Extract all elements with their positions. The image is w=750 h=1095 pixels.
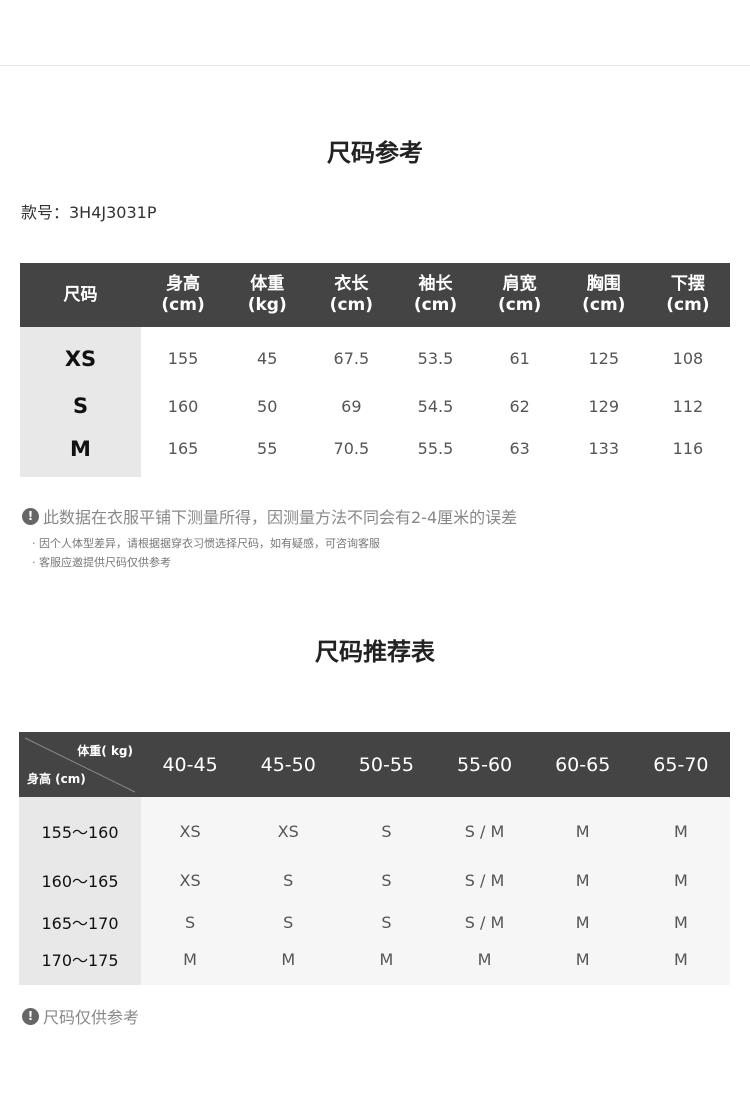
table-cell: 63 xyxy=(509,439,530,458)
table-row: XS 155 45 67.5 53.5 61 125 108 xyxy=(20,327,730,384)
weight-header: 50-55 xyxy=(337,732,436,797)
size-cell: M xyxy=(337,943,436,985)
table-cell: 67.5 xyxy=(333,349,370,368)
measurement-note: ! 此数据在衣服平铺下测量所得，因测量方法不同会有2-4厘米的误差 xyxy=(22,504,517,528)
height-label: 165～170 xyxy=(19,901,141,943)
table-cell: 165 xyxy=(167,439,199,458)
size-cell: XS xyxy=(141,859,240,901)
table-cell: 108 xyxy=(672,349,704,368)
size-cell: M xyxy=(631,859,730,901)
size-cell: S / M xyxy=(435,859,534,901)
table-cell: 53.5 xyxy=(417,349,454,368)
size-cell: XS xyxy=(239,797,338,859)
table-cell: 155 xyxy=(167,349,199,368)
exclamation-circle-icon: ! xyxy=(22,507,39,525)
size-cell: M xyxy=(533,797,632,859)
recommend-title: 尺码推荐表 xyxy=(315,638,435,666)
height-label: 170～175 xyxy=(19,943,141,985)
size-cell: M xyxy=(533,859,632,901)
table-cell: 129 xyxy=(588,396,620,416)
sub-note: · 客服应邀提供尺码仅供参考 xyxy=(32,556,171,569)
table-cell: 50 xyxy=(257,396,278,416)
table-cell: 112 xyxy=(672,396,704,416)
size-label: M xyxy=(20,428,141,477)
size-cell: S xyxy=(337,901,436,943)
table-cell: 61 xyxy=(509,349,530,368)
size-label: XS xyxy=(20,327,141,384)
column-header: 尺码 xyxy=(20,263,141,327)
exclamation-circle-icon: ! xyxy=(22,1007,39,1025)
corner-header: 体重( kg) 身高 (cm) xyxy=(19,732,141,797)
size-label: S xyxy=(20,384,141,428)
size-reference-table: 尺码 身高 (cm) 体重 (kg) 衣长 (cm) 袖长 (cm) 肩宽 (cm) 胸围 (cm) 下摆… xyxy=(20,263,730,477)
size-cell: M xyxy=(533,901,632,943)
weight-header: 55-60 xyxy=(435,732,534,797)
size-recommend-table: 体重( kg) 身高 (cm) 40-45 45-50 50-55 55-60 60-65… xyxy=(19,732,730,985)
column-header: 袖长 (cm) xyxy=(393,263,478,327)
column-header: 肩宽 (cm) xyxy=(477,263,562,327)
height-label: 160～165 xyxy=(19,859,141,901)
table-cell: 55 xyxy=(257,439,278,458)
size-reference-title: 尺码参考 xyxy=(327,139,423,167)
size-cell: M xyxy=(435,943,534,985)
table-cell: 69 xyxy=(341,396,362,416)
column-header: 下摆 (cm) xyxy=(645,263,730,327)
table-row: S 160 50 69 54.5 62 129 112 xyxy=(20,384,730,428)
sub-note: · 因个人体型差异，请根据据穿衣习惯选择尺码，如有疑感，可咨询客服 xyxy=(32,537,380,550)
weight-header: 65-70 xyxy=(631,732,730,797)
size-cell: S / M xyxy=(435,901,534,943)
column-header: 体重 (kg) xyxy=(225,263,310,327)
size-cell: M xyxy=(141,943,240,985)
column-header: 胸围 (cm) xyxy=(561,263,646,327)
table-cell: 70.5 xyxy=(333,439,370,458)
top-divider xyxy=(0,65,750,66)
size-cell: S / M xyxy=(435,797,534,859)
table-cell: 62 xyxy=(509,396,530,416)
table-cell: 160 xyxy=(167,396,199,416)
table-cell: 116 xyxy=(672,439,704,458)
recommend-note: ! 尺码仅供参考 xyxy=(22,1004,139,1028)
table-cell: 55.5 xyxy=(417,439,454,458)
size-cell: M xyxy=(533,943,632,985)
size-cell: S xyxy=(337,859,436,901)
table-row: 170～175 M M M M M M xyxy=(19,943,730,985)
size-cell: XS xyxy=(141,797,240,859)
column-header: 衣长 (cm) xyxy=(309,263,394,327)
table-row: M 165 55 70.5 55.5 63 133 116 xyxy=(20,428,730,477)
size-cell: M xyxy=(239,943,338,985)
column-header: 身高 (cm) xyxy=(141,263,226,327)
size-cell: M xyxy=(631,901,730,943)
size-cell: S xyxy=(239,901,338,943)
weight-header: 60-65 xyxy=(533,732,632,797)
table-cell: 133 xyxy=(588,439,620,458)
table-cell: 54.5 xyxy=(417,396,454,416)
size-cell: M xyxy=(631,943,730,985)
model-number: 款号：3H4J3031P xyxy=(21,203,157,222)
table-cell: 45 xyxy=(257,349,278,368)
size-cell: M xyxy=(631,797,730,859)
size-cell: S xyxy=(141,901,240,943)
weight-header: 45-50 xyxy=(239,732,338,797)
table-cell: 125 xyxy=(588,349,620,368)
weight-header: 40-45 xyxy=(141,732,240,797)
size-cell: S xyxy=(239,859,338,901)
height-label: 155～160 xyxy=(19,797,141,859)
size-cell: S xyxy=(337,797,436,859)
